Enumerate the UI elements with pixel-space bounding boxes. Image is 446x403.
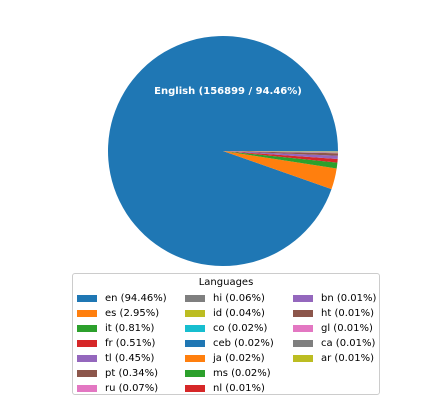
legend-label: ht (0.01%) [321, 307, 375, 319]
legend-entry-bn: bn (0.01%) [293, 292, 376, 304]
legend-swatch [293, 309, 313, 317]
pie-slice-co [223, 151, 338, 153]
legend-entry-ceb: ceb (0.02%) [185, 337, 274, 349]
pie-slice-id [223, 151, 338, 153]
legend-label: tl (0.45%) [105, 352, 155, 364]
legend-swatch [77, 384, 97, 392]
pie-slice-ja [223, 151, 338, 152]
legend-swatch [293, 354, 313, 362]
slice-label-english: English (156899 / 94.46%) [154, 86, 302, 97]
legend-entry-id: id (0.04%) [185, 307, 265, 319]
pie-slices [107, 35, 339, 266]
legend-label: ceb (0.02%) [213, 337, 274, 349]
legend: Languages en (94.46%) es (2.95%) it (0.81%… [72, 273, 380, 395]
pie-slice-pt [223, 151, 338, 156]
legend-swatch [77, 354, 97, 362]
legend-label: ms (0.02%) [213, 367, 271, 379]
legend-label: it (0.81%) [105, 322, 155, 334]
legend-label: ja (0.02%) [213, 352, 265, 364]
legend-label: id (0.04%) [213, 307, 265, 319]
pie-slice-it [223, 151, 338, 169]
legend-swatch [185, 309, 205, 317]
legend-entry-ar: ar (0.01%) [293, 352, 374, 364]
legend-swatch [185, 369, 205, 377]
legend-label: hi (0.06%) [213, 292, 265, 304]
legend-label: en (94.46%) [105, 292, 167, 304]
legend-swatch [293, 339, 313, 347]
legend-entry-gl: gl (0.01%) [293, 322, 373, 334]
legend-label: bn (0.01%) [321, 292, 377, 304]
legend-label: fr (0.51%) [105, 337, 156, 349]
legend-entry-ca: ca (0.01%) [293, 337, 375, 349]
legend-label: pt (0.34%) [105, 367, 159, 379]
legend-swatch [293, 294, 313, 302]
legend-entry-ja: ja (0.02%) [185, 352, 265, 364]
pie-slice-ru [223, 151, 338, 154]
legend-entry-co: co (0.02%) [185, 322, 267, 334]
pie-slice-es [223, 151, 337, 190]
legend-entry-ms: ms (0.02%) [185, 367, 271, 379]
legend-swatch [293, 324, 313, 332]
legend-swatch [77, 309, 97, 317]
pie-slice-ms [223, 151, 338, 152]
legend-swatch [185, 354, 205, 362]
legend-title: Languages [198, 277, 254, 288]
legend-swatch [77, 324, 97, 332]
legend-label: ca (0.01%) [321, 337, 376, 349]
legend-swatch [185, 339, 205, 347]
legend-entry-it: it (0.81%) [77, 322, 154, 334]
legend-entry-en: en (94.46%) [77, 292, 167, 304]
legend-entry-fr: fr (0.51%) [77, 337, 155, 349]
legend-entry-ru: ru (0.07%) [77, 382, 158, 394]
pie-slice-ceb [223, 151, 338, 152]
legend-label: gl (0.01%) [321, 322, 373, 334]
legend-label: ar (0.01%) [321, 352, 374, 364]
legend-label: nl (0.01%) [213, 382, 265, 394]
pie-slice-fr [223, 151, 338, 163]
legend-entry-ht: ht (0.01%) [293, 307, 374, 319]
legend-entry-hi: hi (0.06%) [185, 292, 265, 304]
legend-entry-nl: nl (0.01%) [185, 382, 265, 394]
legend-swatch [77, 294, 97, 302]
legend-swatch [77, 369, 97, 377]
legend-swatch [185, 384, 205, 392]
pie-slice-hi [223, 151, 338, 153]
legend-entry-tl: tl (0.45%) [77, 352, 154, 364]
legend-swatch [185, 294, 205, 302]
pie-slice-tl [223, 151, 338, 159]
legend-label: es (2.95%) [105, 307, 160, 319]
pie-slice-en [107, 35, 339, 266]
legend-entry-es: es (2.95%) [77, 307, 159, 319]
legend-entry-pt: pt (0.34%) [77, 367, 158, 379]
legend-label: ru (0.07%) [105, 382, 159, 394]
legend-label: co (0.02%) [213, 322, 268, 334]
legend-swatch [77, 339, 97, 347]
legend-swatch [185, 324, 205, 332]
